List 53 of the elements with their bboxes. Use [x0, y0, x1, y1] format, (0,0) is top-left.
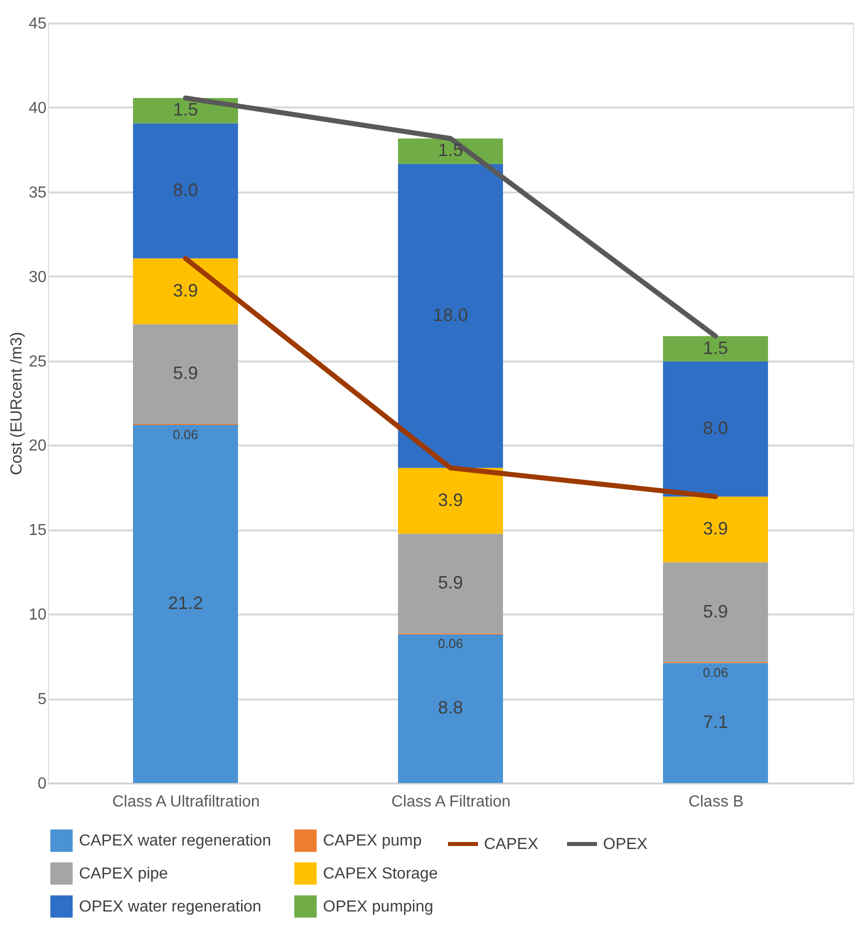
data-label: 18.0 — [432, 304, 468, 325]
data-label: 1.5 — [438, 140, 464, 160]
legend-label: CAPEX pipe — [79, 866, 168, 882]
data-label: 5.9 — [438, 572, 464, 593]
bar — [398, 634, 503, 783]
data-label: 7.1 — [702, 712, 728, 732]
legend-label: CAPEX pump — [323, 832, 422, 850]
bar — [133, 123, 238, 258]
data-label: 8.0 — [172, 180, 198, 200]
data-label: 8.0 — [702, 418, 728, 438]
bar — [398, 534, 503, 634]
bar — [663, 336, 768, 362]
y-tick-label: 10 — [28, 606, 47, 624]
legend-label: CAPEX water regeneration — [79, 832, 272, 850]
legend-label: CAPEX — [484, 836, 539, 853]
y-tick-label: 40 — [28, 100, 47, 117]
bar — [133, 324, 238, 424]
bar — [663, 361, 768, 497]
data-label: 0.06 — [702, 664, 728, 680]
y-tick-label: 15 — [28, 522, 47, 540]
data-label: 3.9 — [438, 490, 464, 510]
bar — [398, 164, 503, 468]
legend-label: OPEX pumping — [323, 898, 434, 916]
y-tick-label: 30 — [28, 268, 47, 286]
data-label: 1.5 — [172, 100, 198, 120]
data-label: 0.06 — [172, 426, 198, 442]
bar — [663, 496, 768, 562]
y-axis-title: Cost (EURcent /m3) — [8, 332, 26, 476]
y-tick-label: 35 — [28, 184, 47, 202]
legend-label: OPEX water regeneration — [79, 898, 262, 916]
bar — [663, 562, 768, 662]
bar — [663, 663, 768, 783]
data-label: 1.5 — [702, 338, 728, 358]
y-tick-label: 20 — [28, 438, 47, 455]
bar — [133, 424, 238, 783]
data-label: 5.9 — [702, 601, 728, 622]
data-label: 0.06 — [438, 636, 464, 652]
y-tick-label: 25 — [28, 353, 47, 370]
legend-label: OPEX — [603, 836, 648, 853]
y-tick-label: 0 — [38, 776, 47, 792]
x-tick-label: Class A Ultrafiltration — [112, 794, 260, 810]
x-tick-label: Class A Filtration — [391, 794, 511, 810]
bar — [133, 258, 238, 324]
data-label: 8.8 — [438, 698, 464, 718]
data-label: 21.2 — [168, 592, 204, 613]
data-label: 5.9 — [172, 363, 198, 384]
data-label: 3.9 — [702, 518, 728, 538]
y-tick-label: 45 — [28, 16, 47, 32]
bar — [398, 468, 503, 534]
y-tick-label: 5 — [38, 691, 47, 708]
legend-label: CAPEX Storage — [323, 866, 438, 882]
data-label: 3.9 — [172, 280, 198, 300]
x-tick-label: Class B — [688, 794, 744, 810]
